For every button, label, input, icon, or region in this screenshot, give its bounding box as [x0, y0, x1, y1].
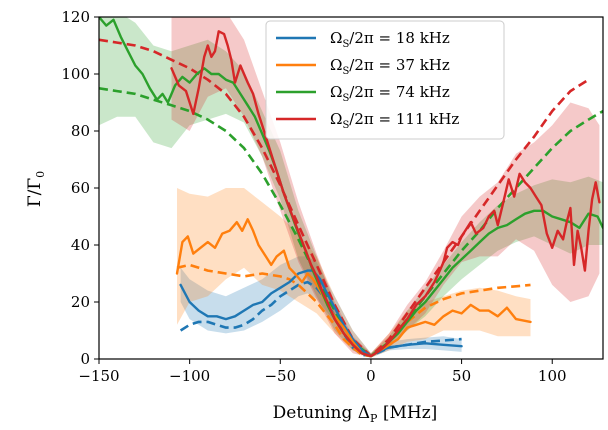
- legend-label-2: ΩS/2π = 37 kHz: [330, 56, 450, 77]
- legend-label-3: ΩS/2π = 74 kHz: [330, 83, 450, 104]
- x-axis-label: Detuning ΔP [MHz]: [273, 403, 438, 425]
- x-tick-label: 0: [366, 367, 376, 385]
- y-tick-label: 0: [80, 350, 90, 368]
- legend: ΩS/2π = 18 kHz ΩS/2π = 37 kHz ΩS/2π = 74 k…: [265, 20, 505, 140]
- y-axis-label: Γ/Γ0: [25, 171, 47, 207]
- x-axis-ticks: −150 −100 −50 0 50 100: [78, 359, 567, 385]
- y-tick-label: 20: [71, 293, 90, 311]
- x-tick-label: −50: [264, 367, 296, 385]
- x-tick-label: 50: [452, 367, 471, 385]
- y-tick-label: 100: [61, 65, 90, 83]
- band-series-2: [177, 188, 531, 358]
- model-line-series-2: [176, 263, 531, 358]
- y-tick-label: 120: [61, 8, 90, 26]
- y-tick-label: 40: [71, 236, 90, 254]
- legend-label-4: ΩS/2π = 111 kHz: [330, 110, 459, 131]
- legend-box: [265, 20, 505, 140]
- legend-label-1: ΩS/2π = 18 kHz: [330, 29, 450, 50]
- measured-curves: [99, 17, 603, 358]
- band-series-1: [180, 256, 462, 358]
- y-tick-label: 60: [71, 179, 90, 197]
- band-series-3: [99, 17, 603, 358]
- measured-line-series-4: [170, 30, 601, 358]
- x-tick-label: 100: [538, 367, 567, 385]
- x-tick-label: −150: [78, 367, 119, 385]
- y-axis-ticks: 0 20 40 60 80 100 120: [61, 8, 99, 368]
- model-line-series-4: [99, 38, 590, 358]
- y-tick-label: 80: [71, 122, 90, 140]
- x-tick-label: −100: [169, 367, 210, 385]
